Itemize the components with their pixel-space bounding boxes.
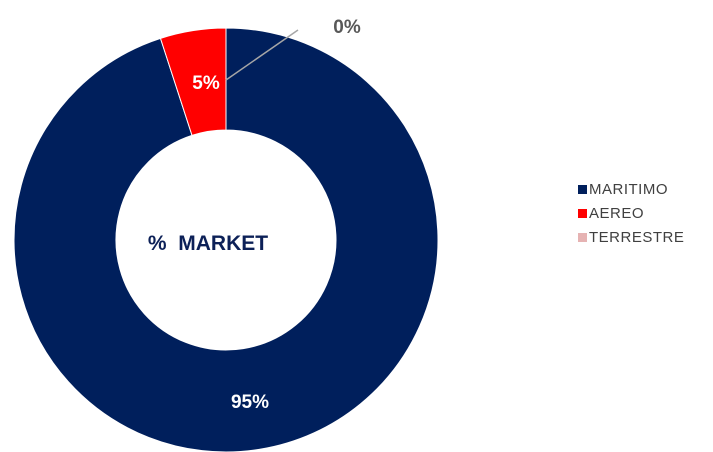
legend-item-terrestre: TERRESTRE [578,226,684,248]
legend: MARITIMO AEREO TERRESTRE [578,178,684,250]
legend-item-aereo: AEREO [578,202,684,224]
legend-label-terrestre: TERRESTRE [589,228,685,246]
slice-label-terrestre: 0% [333,17,361,38]
legend-item-maritimo: MARITIMO [578,178,684,200]
legend-swatch-maritimo [578,184,587,194]
center-label: % MARKET [148,232,268,255]
leader-line-terrestre [225,29,299,81]
slice-label-maritimo: 95% [231,392,269,413]
slice-maritimo [13,27,439,452]
labels-layer: 95% 5% 0% [192,17,361,413]
slice-label-aereo: 5% [192,73,220,94]
legend-swatch-terrestre [578,232,587,242]
slice-aereo [159,27,227,137]
slices-layer [13,27,439,452]
legend-label-aereo: AEREO [589,204,645,222]
legend-swatch-aereo [578,208,587,218]
legend-label-maritimo: MARITIMO [589,180,668,198]
